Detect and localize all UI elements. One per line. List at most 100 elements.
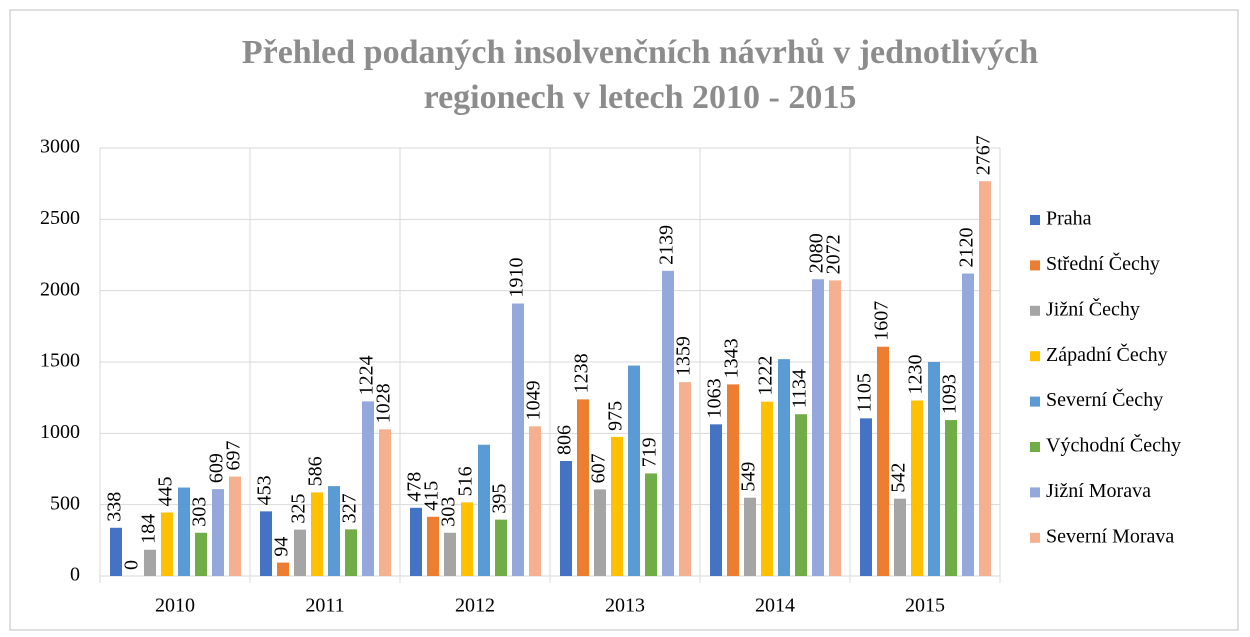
data-label: 586 [305, 456, 327, 486]
data-label: 478 [404, 472, 426, 502]
bar [260, 511, 272, 576]
data-label: 1049 [523, 380, 545, 420]
bar [894, 498, 906, 576]
data-label: 2072 [823, 234, 845, 274]
bar [495, 519, 507, 576]
bar [928, 362, 940, 576]
y-tick-label: 500 [50, 492, 80, 514]
data-label: 327 [339, 493, 361, 523]
data-label: 303 [189, 497, 211, 527]
legend-label: Severní Morava [1046, 525, 1174, 547]
data-label: 1028 [373, 383, 395, 423]
data-label: 1063 [704, 378, 726, 418]
bar [362, 401, 374, 576]
y-tick-label: 0 [70, 564, 80, 586]
chart-title: regionech v letech 2010 - 2015 [424, 79, 857, 116]
data-label: 697 [223, 441, 245, 471]
data-label: 1343 [721, 338, 743, 378]
bar [962, 273, 974, 576]
data-label: 1230 [905, 355, 927, 395]
bar [778, 359, 790, 576]
bar [161, 512, 173, 576]
y-tick-label: 2500 [40, 207, 80, 229]
x-tick-label: 2011 [305, 595, 344, 617]
data-label: 325 [288, 494, 310, 524]
data-label: 516 [455, 466, 477, 496]
legend-swatch [1030, 305, 1040, 316]
data-label: 2139 [656, 225, 678, 265]
bar [860, 418, 872, 576]
data-label: 607 [588, 453, 610, 483]
bar [645, 473, 657, 576]
legend-swatch [1030, 487, 1040, 498]
bar [294, 529, 306, 576]
data-label: 549 [738, 462, 760, 492]
data-label: 1910 [506, 258, 528, 298]
data-label: 975 [605, 401, 627, 431]
bar [911, 400, 923, 576]
x-tick-label: 2010 [155, 595, 195, 617]
bar [427, 516, 439, 576]
bar [410, 507, 422, 576]
y-tick-label: 1500 [40, 350, 80, 372]
y-tick-label: 2000 [40, 278, 80, 300]
legend-label: Jižní Morava [1046, 480, 1151, 502]
legend-swatch [1030, 215, 1040, 225]
bar [195, 532, 207, 576]
data-label: 415 [421, 481, 443, 511]
bar [144, 549, 156, 576]
bar [379, 429, 391, 576]
y-tick-label: 1000 [40, 421, 80, 443]
legend-label: Střední Čechy [1046, 251, 1160, 275]
bar [212, 489, 224, 576]
legend-swatch [1030, 396, 1040, 407]
data-label: 719 [639, 437, 661, 467]
data-label: 94 [271, 537, 293, 557]
legend-label: Východní Čechy [1046, 433, 1181, 457]
data-label: 338 [104, 492, 126, 522]
data-label: 1105 [854, 373, 876, 412]
data-label: 445 [155, 477, 177, 507]
bar [829, 280, 841, 576]
data-label: 1607 [871, 301, 893, 341]
bar [229, 476, 241, 576]
bar [594, 489, 606, 576]
data-label: 1093 [939, 374, 961, 414]
chart-title: Přehled podaných insolvenčních návrhů v … [242, 34, 1038, 71]
x-tick-label: 2013 [605, 595, 645, 617]
data-label: 184 [138, 514, 160, 544]
bar [945, 420, 957, 576]
bar [744, 497, 756, 576]
bar [328, 486, 340, 576]
bar [478, 444, 490, 576]
bar [461, 502, 473, 576]
x-tick-label: 2015 [905, 595, 945, 617]
bar [311, 492, 323, 576]
bar [512, 303, 524, 576]
bar [178, 487, 190, 576]
bar [877, 346, 889, 576]
legend-swatch [1030, 260, 1040, 271]
bar [628, 365, 640, 576]
data-label: 0 [121, 560, 143, 570]
data-label: 1238 [571, 353, 593, 393]
bar [110, 527, 122, 576]
legend-label: Severní Čechy [1046, 387, 1163, 411]
data-label: 2080 [806, 233, 828, 273]
legend-label: Západní Čechy [1046, 342, 1168, 366]
bar [795, 414, 807, 576]
bar [611, 436, 623, 576]
x-tick-label: 2014 [755, 595, 795, 617]
bar [444, 532, 456, 576]
data-label: 1222 [755, 356, 777, 396]
bar [812, 279, 824, 576]
data-label: 2767 [973, 135, 995, 175]
data-label: 1224 [356, 355, 378, 395]
bar [577, 399, 589, 576]
x-tick-label: 2012 [455, 595, 495, 617]
data-label: 1134 [789, 369, 811, 408]
legend-swatch [1030, 442, 1040, 452]
bar [529, 426, 541, 576]
data-label: 542 [888, 463, 910, 493]
legend-swatch [1030, 532, 1040, 543]
